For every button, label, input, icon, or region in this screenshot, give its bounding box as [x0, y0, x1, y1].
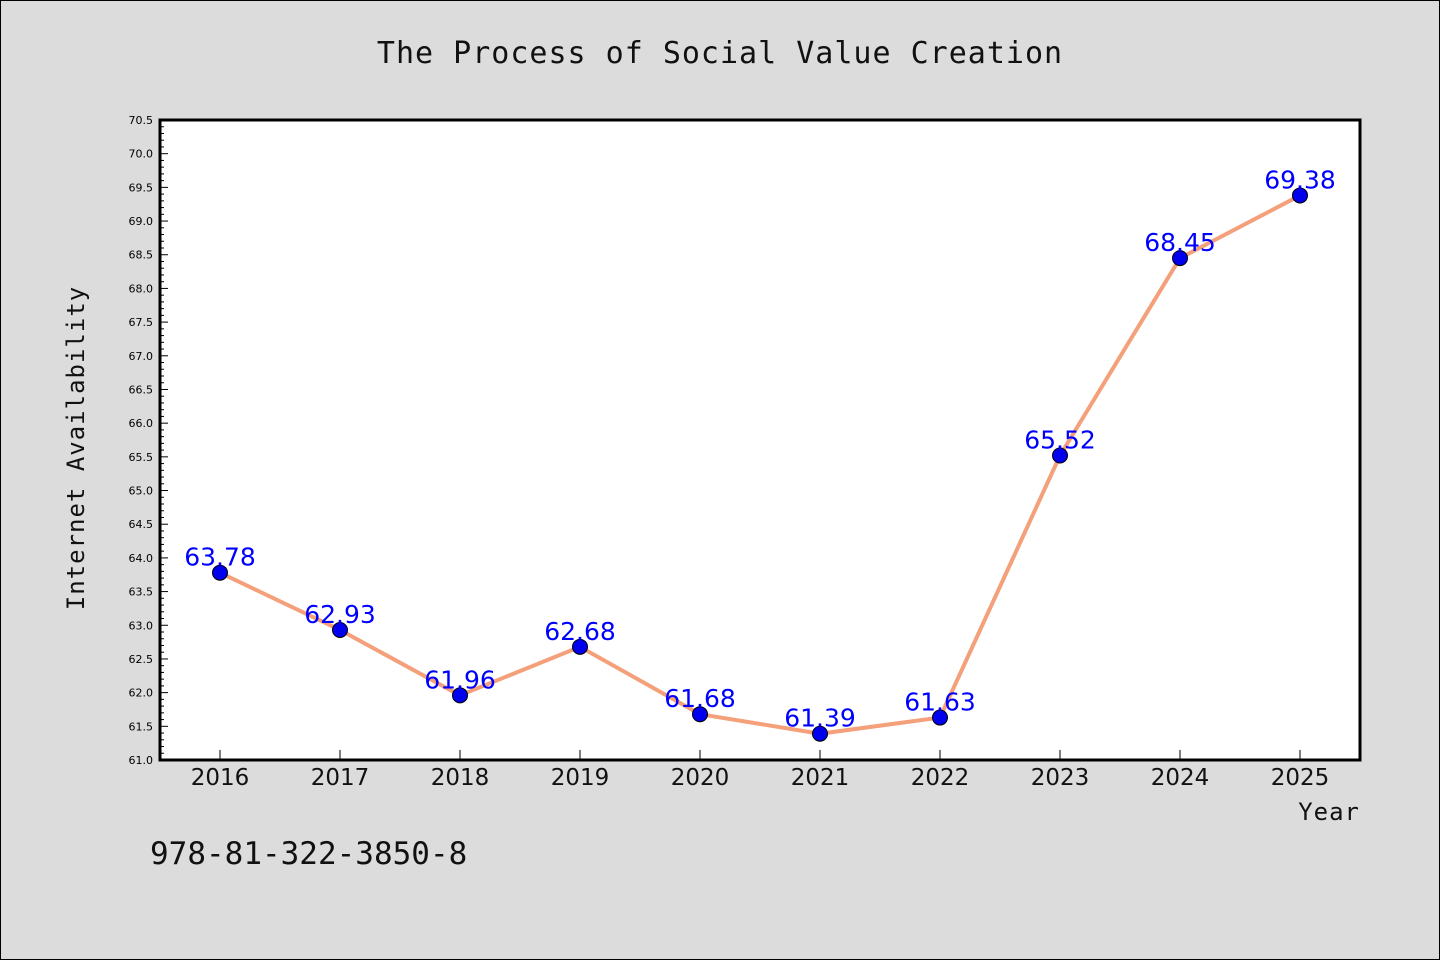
y-tick-label: 66.0	[129, 417, 154, 430]
data-point-marker	[1172, 250, 1188, 267]
data-point-label: 68.45	[1144, 228, 1216, 257]
data-point-label: 62.93	[304, 600, 376, 629]
series-markers	[212, 187, 1308, 742]
x-axis-ticks: 2016 2017 2018 2019 2020 2021 2022 2023 2024 2025	[191, 750, 1330, 791]
x-tick-label: 2025	[1271, 765, 1330, 791]
y-tick-label: 64.0	[129, 552, 154, 565]
data-point-label: 61.68	[664, 684, 736, 713]
y-tick-label: 61.5	[129, 720, 154, 733]
x-tick-label: 2024	[1151, 765, 1210, 791]
y-tick-label: 62.0	[129, 687, 154, 700]
y-tick-label: 63.5	[129, 586, 154, 599]
y-tick-label: 69.0	[129, 215, 154, 228]
data-point-marker	[452, 687, 468, 704]
y-tick-label: 63.0	[129, 619, 154, 632]
x-tick-label: 2019	[551, 765, 610, 791]
data-point-marker	[572, 638, 588, 655]
series-line	[218, 193, 1302, 736]
plot-area	[160, 120, 1360, 760]
y-tick-label: 68.5	[129, 249, 154, 262]
y-axis-label: Internet Availability	[62, 286, 90, 610]
x-tick-label: 2016	[191, 765, 250, 791]
y-tick-label: 70.5	[129, 114, 154, 127]
y-tick-label: 65.5	[129, 451, 154, 464]
data-point-label: 65.52	[1024, 425, 1096, 454]
x-tick-label: 2020	[671, 765, 730, 791]
plot-border	[158, 118, 1362, 762]
data-point-label: 63.78	[184, 543, 256, 572]
data-point-label: 61.63	[904, 688, 976, 717]
y-tick-label: 66.5	[129, 383, 154, 396]
data-point-marker	[1292, 187, 1308, 204]
data-point-label: 69.38	[1264, 165, 1336, 194]
y-tick-label: 67.5	[129, 316, 154, 329]
data-labels: 63.78 62.93 61.96 62.68 61.68 61.39 61.63 65.52…	[184, 165, 1336, 732]
y-tick-label: 69.5	[129, 181, 154, 194]
data-point-marker	[812, 725, 828, 742]
x-tick-label: 2023	[1031, 765, 1090, 791]
x-axis-label: Year	[1298, 798, 1360, 826]
data-point-label: 61.39	[784, 704, 856, 733]
x-tick-label: 2021	[791, 765, 850, 791]
data-point-marker	[332, 621, 348, 638]
x-tick-label: 2022	[911, 765, 970, 791]
x-tick-label: 2017	[311, 765, 370, 791]
data-point-marker	[212, 564, 228, 581]
y-tick-label: 64.5	[129, 518, 154, 531]
data-point-label: 62.68	[544, 617, 616, 646]
data-point-marker	[932, 709, 948, 726]
y-tick-label: 61.0	[129, 754, 154, 767]
y-tick-label: 70.0	[129, 148, 154, 161]
data-point-marker	[1052, 447, 1068, 464]
x-tick-label: 2018	[431, 765, 490, 791]
y-tick-label: 65.0	[129, 485, 154, 498]
y-tick-label: 68.0	[129, 282, 154, 295]
y-tick-label: 67.0	[129, 350, 154, 363]
y-tick-label: 62.5	[129, 653, 154, 666]
chart-title: The Process of Social Value Creation	[377, 36, 1063, 71]
data-point-marker	[692, 706, 708, 723]
data-point-label: 61.96	[424, 665, 496, 694]
y-axis-ticks: 61.0 61.5 62.0 62.5 63.0 63.5 64.0 64.5 65.0 65.5…	[129, 114, 168, 767]
isbn-text: 978-81-322-3850-8	[150, 836, 467, 872]
